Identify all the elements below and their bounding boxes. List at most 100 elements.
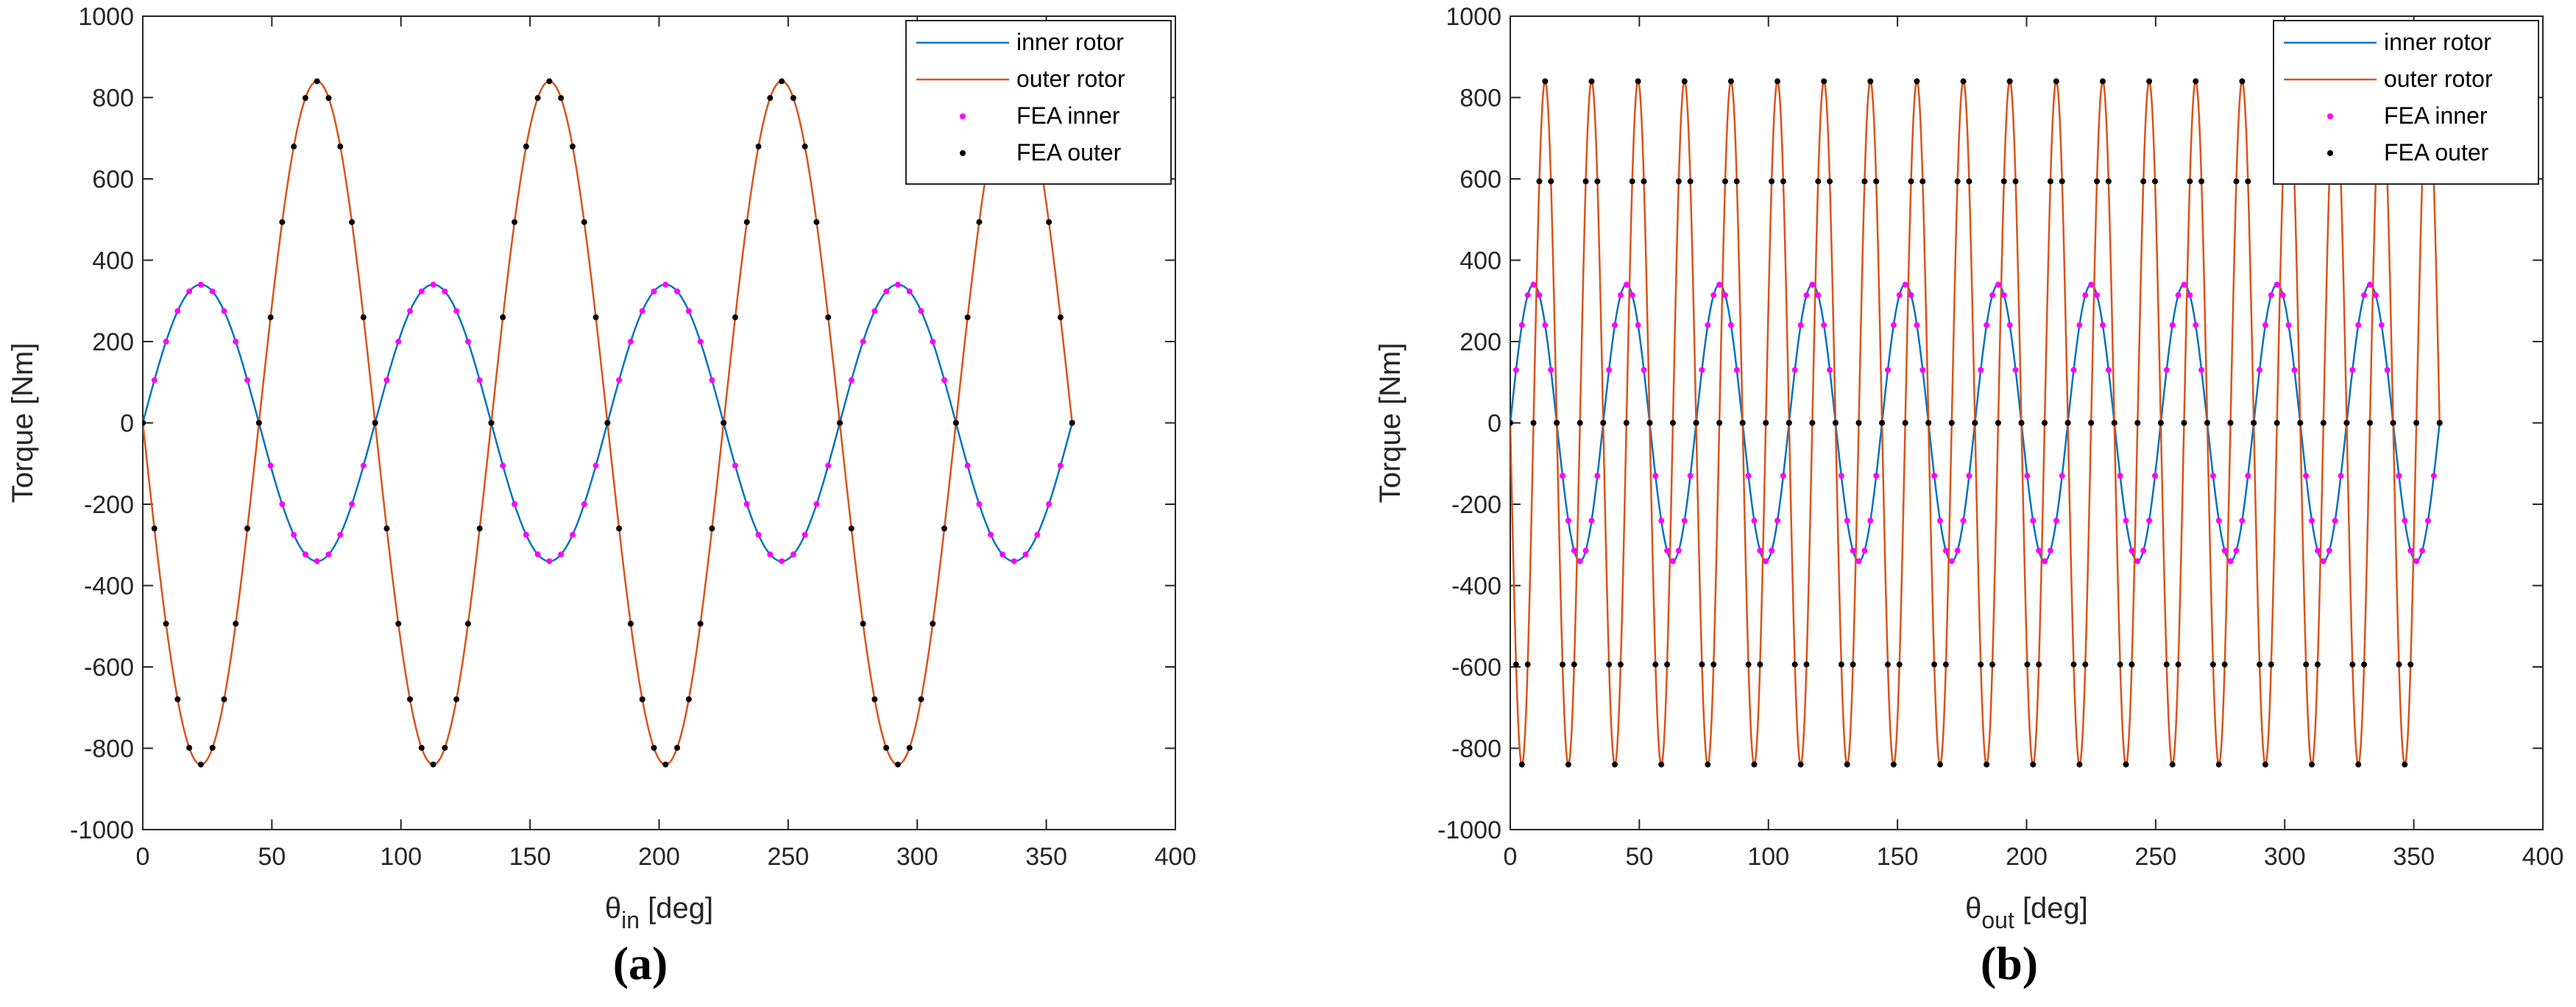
marker-FEA-inner [2105, 367, 2112, 373]
marker-FEA-inner [2215, 517, 2222, 524]
marker-FEA-inner [2076, 322, 2083, 328]
marker-FEA-inner [662, 281, 669, 288]
marker-FEA-inner [2291, 367, 2298, 373]
plot-series [143, 78, 1075, 768]
marker-FEA-outer [2314, 661, 2321, 668]
marker-FEA-inner [1524, 292, 1531, 298]
marker-FEA-outer [1797, 761, 1804, 768]
marker-FEA-inner [1954, 548, 1961, 554]
marker-FEA-outer [592, 314, 599, 321]
marker-FEA-inner [1844, 517, 1850, 524]
marker-FEA-inner [1542, 322, 1549, 328]
marker-FEA-inner [2012, 367, 2019, 373]
x-axis-label-unit: [deg] [640, 892, 713, 925]
x-tick-label: 400 [1155, 843, 1197, 871]
marker-FEA-outer [1850, 661, 1856, 668]
marker-FEA-inner [430, 281, 436, 288]
marker-FEA-outer [2187, 178, 2193, 185]
legend-entry: FEA inner [2384, 102, 2488, 129]
marker-FEA-outer [1669, 420, 1676, 426]
marker-FEA-outer [1984, 761, 1990, 768]
marker-FEA-inner [2152, 473, 2158, 479]
marker-FEA-inner [1803, 292, 1810, 298]
marker-FEA-outer [2407, 661, 2414, 668]
x-tick-label: 150 [1877, 843, 1919, 871]
chart-a: 0 50 100 150 200 250 300 350 400 -1000 -800 -600 -40… [7, 3, 1196, 989]
marker-FEA-inner [383, 377, 390, 384]
marker-FEA-outer [1635, 78, 1641, 85]
marker-FEA-inner [337, 531, 344, 538]
marker-FEA-outer [1925, 420, 1932, 426]
marker-FEA-outer [143, 420, 146, 426]
marker-FEA-outer [685, 696, 692, 702]
marker-FEA-outer [1919, 178, 1926, 185]
marker-FEA-inner [651, 288, 657, 294]
marker-FEA-outer [267, 314, 274, 321]
marker-FEA-outer [2303, 661, 2310, 668]
marker-FEA-inner [930, 339, 936, 345]
marker-FEA-inner [616, 377, 623, 384]
marker-FEA-outer [2262, 761, 2268, 768]
legend-box [2273, 20, 2539, 185]
marker-FEA-outer [197, 761, 204, 768]
marker-FEA-outer [1954, 178, 1961, 185]
marker-FEA-outer [1791, 661, 1798, 668]
marker-FEA-inner [1884, 367, 1891, 373]
marker-FEA-inner [1919, 367, 1926, 373]
y-tick-label: -600 [1451, 654, 1501, 682]
marker-FEA-inner [2355, 322, 2362, 328]
marker-FEA-outer [221, 696, 227, 702]
marker-FEA-inner [1791, 367, 1798, 373]
chart-b: 0 50 100 150 200 250 300 350 400 -1000 -800 -600 -40… [1374, 3, 2563, 989]
marker-FEA-inner [2024, 473, 2031, 479]
y-axis-label: Torque [Nm] [1374, 343, 1406, 504]
marker-FEA-inner [1623, 281, 1630, 288]
marker-FEA-inner [1687, 473, 1694, 479]
marker-FEA-outer [186, 744, 193, 751]
legend-entry: inner rotor [1016, 29, 1124, 55]
marker-FEA-outer [1629, 178, 1635, 185]
marker-FEA-inner [2349, 367, 2356, 373]
marker-FEA-outer [279, 219, 286, 225]
marker-FEA-outer [1560, 661, 1566, 668]
marker-FEA-inner [1652, 473, 1659, 479]
marker-FEA-outer [2390, 420, 2396, 426]
marker-FEA-inner [1606, 367, 1613, 373]
marker-FEA-inner [302, 551, 308, 558]
marker-FEA-outer [163, 621, 169, 627]
marker-FEA-inner [697, 339, 704, 345]
marker-FEA-inner [779, 558, 785, 565]
y-tick-label: -1000 [1437, 816, 1501, 844]
marker-FEA-outer [674, 744, 681, 751]
marker-FEA-outer [1641, 178, 1647, 185]
marker-FEA-outer [709, 525, 715, 531]
marker-FEA-inner [2059, 473, 2065, 479]
marker-FEA-outer [349, 219, 355, 225]
marker-FEA-outer [2099, 78, 2106, 85]
marker-FEA-outer [825, 314, 832, 321]
y-tick-label: 800 [92, 85, 134, 113]
marker-FEA-inner [418, 288, 425, 294]
marker-FEA-outer [2117, 661, 2123, 668]
marker-FEA-inner [2384, 367, 2391, 373]
marker-FEA-inner [2042, 558, 2048, 565]
marker-FEA-outer [1727, 78, 1734, 85]
marker-FEA-outer [2024, 661, 2031, 668]
legend-entry: FEA inner [1016, 102, 1120, 129]
x-tick-label: 0 [136, 843, 150, 871]
marker-FEA-outer [2012, 178, 2019, 185]
marker-FEA-outer [2436, 420, 2443, 426]
marker-FEA-outer [1861, 178, 1868, 185]
marker-FEA-inner [407, 308, 414, 314]
plot-series [1510, 78, 2443, 768]
marker-FEA-outer [464, 621, 471, 627]
marker-FEA-inner [2314, 548, 2321, 554]
marker-FEA-inner [813, 501, 820, 507]
marker-FEA-outer [2064, 420, 2071, 426]
legend-entry: FEA outer [2384, 139, 2489, 166]
marker-FEA-inner [442, 288, 448, 294]
marker-FEA-outer [151, 525, 158, 531]
marker-FEA-outer [2320, 420, 2326, 426]
marker-FEA-outer [1675, 178, 1682, 185]
marker-FEA-outer [2181, 420, 2187, 426]
